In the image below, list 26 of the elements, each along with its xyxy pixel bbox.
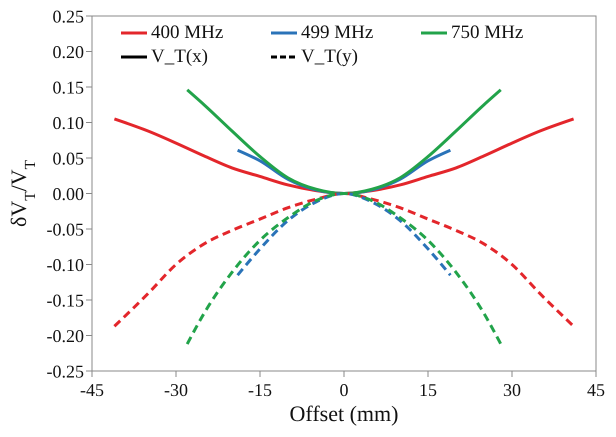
x-axis-title: Offset (mm): [290, 401, 398, 426]
y-tick-label: 0.05: [52, 148, 84, 168]
line-series: [112, 192, 576, 328]
y-tick-label: 0.10: [52, 112, 84, 133]
line-series: [236, 192, 452, 277]
legend-label: 400 MHz: [151, 22, 224, 44]
y-tick-label: -0.10: [46, 254, 84, 275]
x-tick-label: 30: [503, 380, 521, 400]
x-tick-label: -30: [164, 380, 188, 400]
y-tick-label: 0.20: [52, 42, 84, 62]
x-tick-label: -45: [80, 380, 104, 400]
legend-label: V_T(y): [301, 46, 358, 68]
y-tick-label: -0.05: [46, 219, 84, 240]
legend-label: 750 MHz: [451, 22, 524, 44]
legend-label: V_T(x): [151, 46, 208, 68]
legend-label: 499 MHz: [301, 22, 374, 44]
y-tick-label: -0.15: [46, 290, 84, 310]
y-tick-label: -0.25: [46, 361, 84, 382]
y-tick-label: 0.25: [52, 6, 84, 26]
y-tick-label: -0.20: [46, 326, 84, 346]
x-tick-label: 0: [340, 380, 348, 400]
y-tick-label: 0.00: [52, 184, 84, 204]
x-tick-label: 45: [587, 380, 605, 400]
y-tick-label: 0.15: [52, 77, 84, 98]
x-tick-label: -15: [248, 380, 272, 400]
x-tick-label: 15: [419, 380, 437, 400]
